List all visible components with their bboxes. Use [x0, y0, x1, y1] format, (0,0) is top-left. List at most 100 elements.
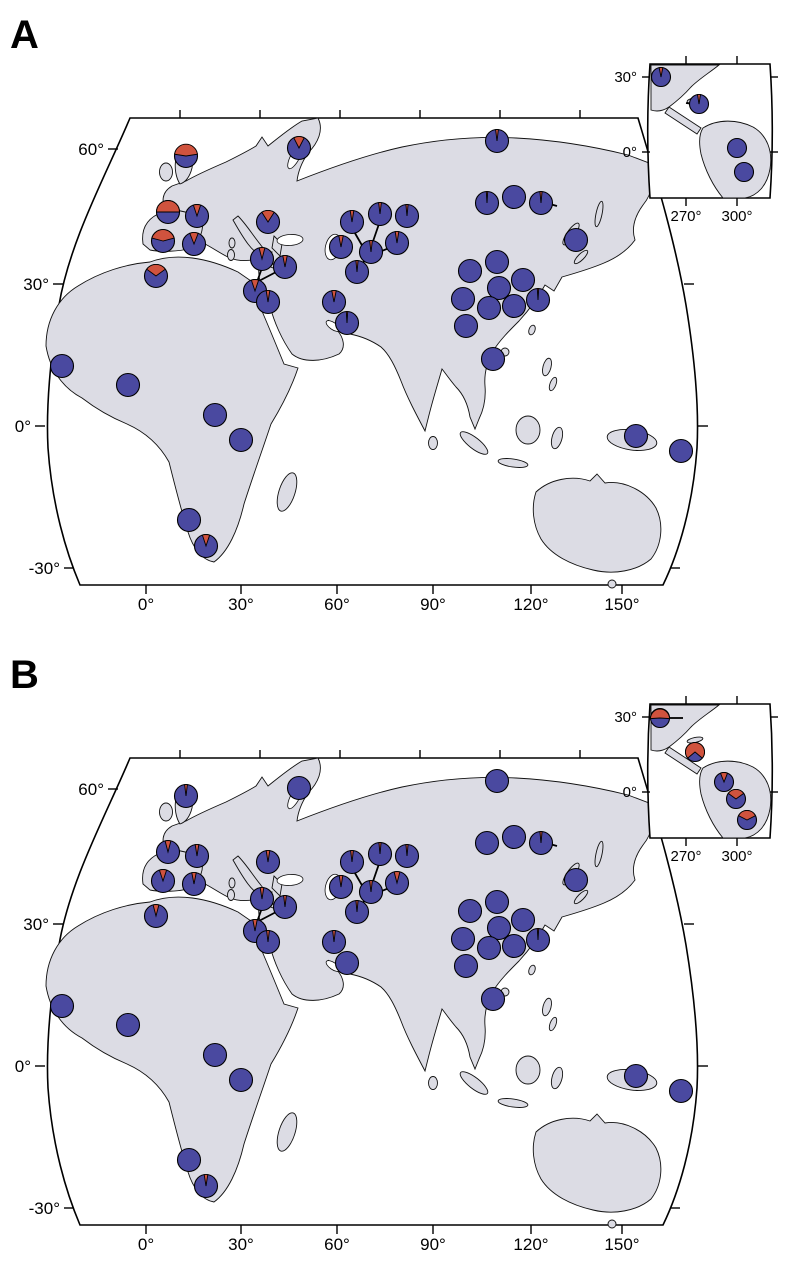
lat-label-30: 30° [23, 275, 49, 294]
pie-marker [202, 402, 228, 428]
lon-label-60: 60° [324, 1235, 350, 1254]
pie-marker [668, 1078, 694, 1104]
pie-red-slice [250, 279, 260, 293]
panel-a: A 60° 30° 0° -30° 0° 30° 60° 90° 120° 15… [10, 13, 779, 614]
panel-b: B 60° 30° 0° -30° 0° 30° 60° 90° 120° 15… [10, 653, 779, 1254]
pie-red-slice [650, 708, 670, 720]
pie-red-slice [696, 94, 702, 105]
pie-red-slice [485, 191, 489, 204]
pie-red-slice [174, 143, 198, 157]
pie-red-slice [338, 875, 344, 888]
pie-red-slice [539, 831, 543, 844]
pie-red-slice [151, 229, 175, 242]
pie-red-slice [252, 919, 258, 932]
lat-label-0: 0° [15, 1057, 31, 1076]
pie-red-slice [194, 844, 200, 857]
inset-lat-label-30: 30° [614, 69, 637, 86]
pie-marker [484, 249, 510, 275]
pie-red-slice [189, 232, 199, 246]
lon-label-90: 90° [420, 595, 446, 614]
pie-marker [453, 313, 479, 339]
pie-red-slice [685, 742, 705, 759]
panel-a-inset-pies [650, 66, 755, 183]
lon-label-60: 60° [324, 595, 350, 614]
pie-marker [563, 867, 589, 893]
pie-marker [480, 986, 506, 1012]
pie-red-slice [164, 840, 172, 854]
lon-label-0: 0° [138, 1235, 154, 1254]
pie-marker [176, 507, 202, 533]
lon-label-120: 120° [513, 1235, 548, 1254]
pie-marker [176, 1147, 202, 1173]
pie-red-slice [156, 200, 180, 213]
pie-marker [510, 907, 536, 933]
pie-red-slice [349, 210, 355, 223]
lat-label-60: 60° [78, 780, 104, 799]
lon-label-90: 90° [420, 1235, 446, 1254]
pie-red-slice [405, 844, 409, 857]
pie-red-slice [331, 290, 337, 303]
pie-marker [501, 293, 527, 319]
pie-red-slice [192, 204, 202, 218]
pie-red-slice [727, 789, 745, 800]
lon-label-120: 120° [513, 595, 548, 614]
pie-red-slice [261, 210, 275, 223]
pie-marker [486, 275, 512, 301]
pie-marker [484, 889, 510, 915]
pie-red-slice [495, 129, 499, 142]
pie-red-slice [719, 772, 729, 784]
pie-marker [115, 1012, 141, 1038]
pie-marker [457, 258, 483, 284]
pie-marker [49, 993, 75, 1019]
panel-b-pies [49, 768, 694, 1199]
pie-red-slice [393, 871, 401, 885]
pie-marker [510, 267, 536, 293]
pie-red-slice [203, 1174, 209, 1187]
pie-red-slice [265, 290, 271, 303]
pie-marker [623, 423, 649, 449]
pie-marker [453, 953, 479, 979]
pie-marker [476, 935, 502, 961]
pie-red-slice [184, 784, 188, 797]
pie-marker [286, 775, 312, 801]
pie-marker [623, 1063, 649, 1089]
pie-marker [501, 184, 527, 210]
pie-marker [202, 1042, 228, 1068]
pie-red-slice [350, 850, 354, 863]
panel-a-pies [49, 128, 694, 559]
pie-red-slice [369, 880, 373, 893]
panel-b-label: B [10, 653, 39, 697]
lat-label-60: 60° [78, 140, 104, 159]
pie-red-slice [345, 311, 349, 324]
pie-marker [450, 926, 476, 952]
lat-label-30: 30° [23, 915, 49, 934]
pie-red-slice [405, 204, 409, 217]
pie-marker [457, 898, 483, 924]
pie-red-slice [265, 850, 271, 863]
pie-marker [668, 438, 694, 464]
lon-label-0: 0° [138, 595, 154, 614]
pie-marker [49, 353, 75, 379]
inset-lat-label-30: 30° [614, 709, 637, 726]
pie-marker [486, 915, 512, 941]
pie-red-slice [737, 810, 757, 821]
lon-label-30: 30° [228, 1235, 254, 1254]
pie-red-slice [369, 240, 373, 253]
lat-label-0: 0° [15, 417, 31, 436]
pie-red-slice [536, 928, 540, 941]
lon-label-150: 150° [604, 1235, 639, 1254]
pie-marker [334, 950, 360, 976]
lon-label-30: 30° [228, 595, 254, 614]
inset-lat-label-0: 0° [623, 784, 637, 801]
inset-lon-label-270: 270° [670, 848, 701, 865]
pie-red-slice [539, 191, 543, 204]
inset-lon-label-270: 270° [670, 208, 701, 225]
pie-red-slice [293, 136, 305, 149]
inset-lon-label-300: 300° [721, 208, 752, 225]
pie-red-slice [355, 900, 359, 913]
pie-marker [484, 768, 510, 794]
pie-marker [476, 295, 502, 321]
pie-red-slice [266, 930, 270, 943]
pie-red-slice [283, 895, 287, 908]
